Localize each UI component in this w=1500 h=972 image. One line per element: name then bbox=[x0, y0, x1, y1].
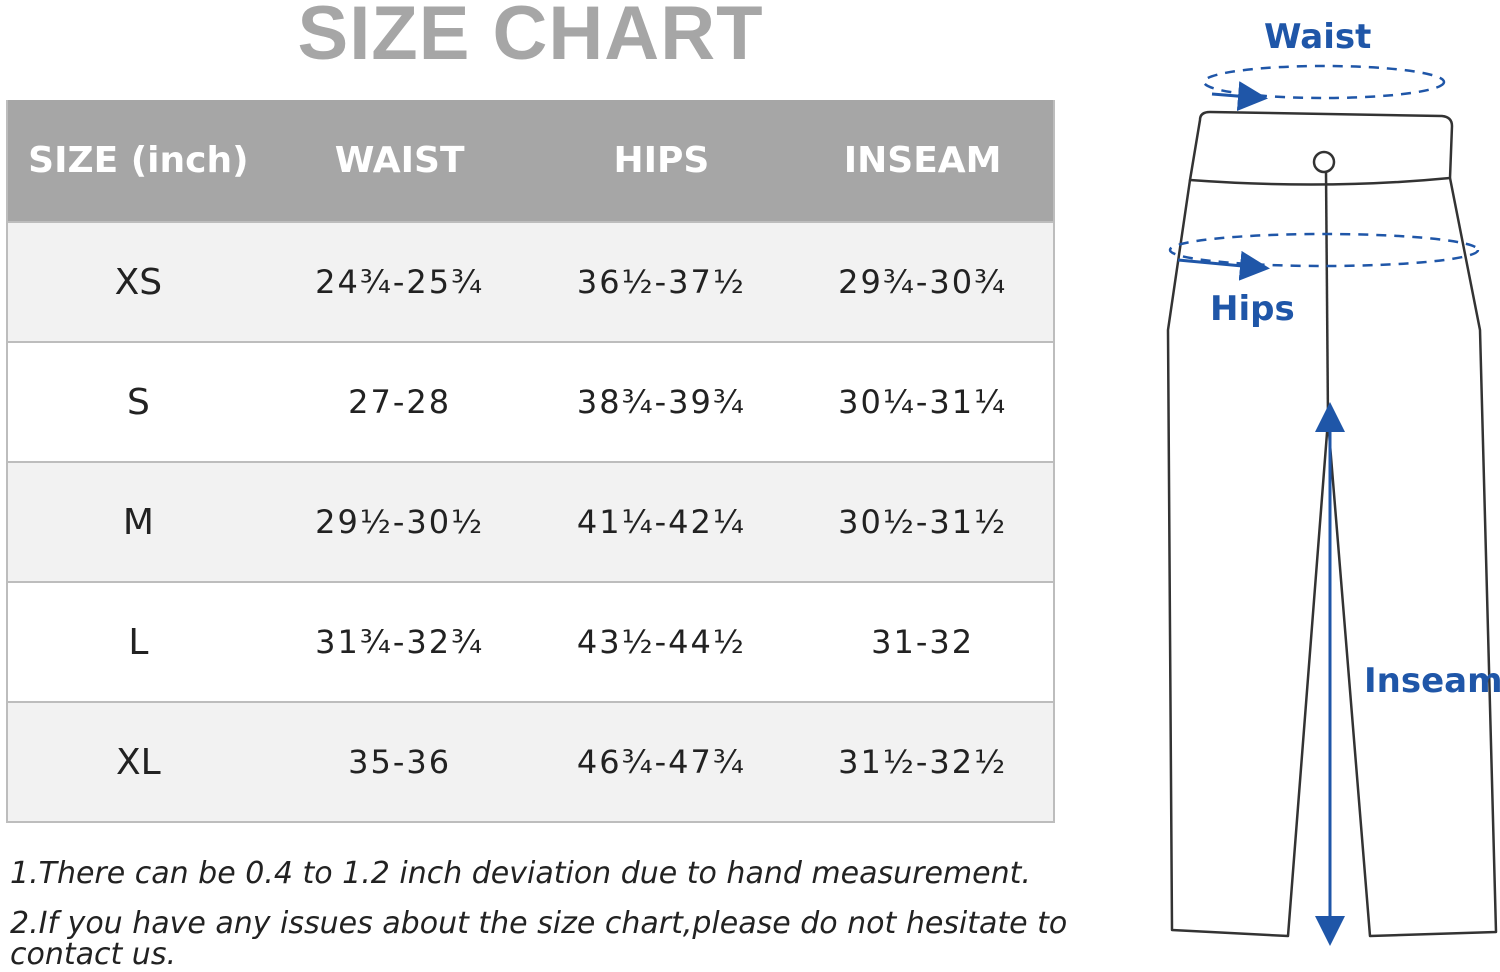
inseam-cell: 30¼-31¼ bbox=[792, 342, 1055, 463]
page-title: SIZE CHART bbox=[297, 0, 764, 76]
waist-cell: 35-36 bbox=[268, 702, 531, 823]
table-header-row: SIZE (inch) WAIST HIPS INSEAM bbox=[6, 100, 1055, 223]
hips-cell: 36½-37½ bbox=[530, 222, 793, 343]
waist-cell: 24¾-25¾ bbox=[268, 222, 531, 343]
waist-label: Waist bbox=[1264, 17, 1371, 57]
hips-cell: 38¾-39¾ bbox=[530, 342, 793, 463]
hips-cell: 46¾-47¾ bbox=[530, 702, 793, 823]
waist-cell: 29½-30½ bbox=[268, 462, 531, 583]
inseam-cell: 30½-31½ bbox=[792, 462, 1055, 583]
size-table: SIZE (inch) WAIST HIPS INSEAM XS 24¾-25¾… bbox=[6, 100, 1055, 823]
table-row: L 31¾-32¾ 43½-44½ 31-32 bbox=[6, 582, 1055, 703]
hips-cell: 43½-44½ bbox=[530, 582, 793, 703]
size-cell: XS bbox=[6, 222, 269, 343]
inseam-label: Inseam bbox=[1364, 661, 1500, 701]
header-inseam: INSEAM bbox=[792, 100, 1055, 223]
waist-cell: 27-28 bbox=[268, 342, 531, 463]
inseam-cell: 31½-32½ bbox=[792, 702, 1055, 823]
size-cell: S bbox=[6, 342, 269, 463]
table-row: XS 24¾-25¾ 36½-37½ 29¾-30¾ bbox=[6, 222, 1055, 343]
table-row: S 27-28 38¾-39¾ 30¼-31¼ bbox=[6, 342, 1055, 463]
note-deviation: 1.There can be 0.4 to 1.2 inch deviation… bbox=[10, 856, 1031, 891]
header-hips: HIPS bbox=[530, 100, 793, 223]
waist-measure-line bbox=[1202, 64, 1446, 100]
inseam-cell: 31-32 bbox=[792, 582, 1055, 703]
hips-arrow-icon bbox=[1177, 250, 1270, 281]
header-size: SIZE (inch) bbox=[6, 100, 269, 223]
pants-outline bbox=[1166, 110, 1498, 938]
hips-cell: 41¼-42¼ bbox=[530, 462, 793, 583]
table-row: XL 35-36 46¾-47¾ 31½-32½ bbox=[6, 702, 1055, 823]
waist-arrow-icon bbox=[1211, 81, 1268, 112]
size-cell: L bbox=[6, 582, 269, 703]
hips-label: Hips bbox=[1210, 289, 1295, 329]
header-waist: WAIST bbox=[268, 100, 531, 223]
hips-measure-line bbox=[1168, 232, 1480, 268]
waist-cell: 31¾-32¾ bbox=[268, 582, 531, 703]
note-contact: 2.If you have any issues about the size … bbox=[10, 906, 1068, 972]
size-cell: M bbox=[6, 462, 269, 583]
inseam-cell: 29¾-30¾ bbox=[792, 222, 1055, 343]
pants-measurement-icon: Waist Hips Inseam bbox=[1166, 17, 1500, 946]
table-row: M 29½-30½ 41¼-42¼ 30½-31½ bbox=[6, 462, 1055, 583]
size-cell: XL bbox=[6, 702, 269, 823]
